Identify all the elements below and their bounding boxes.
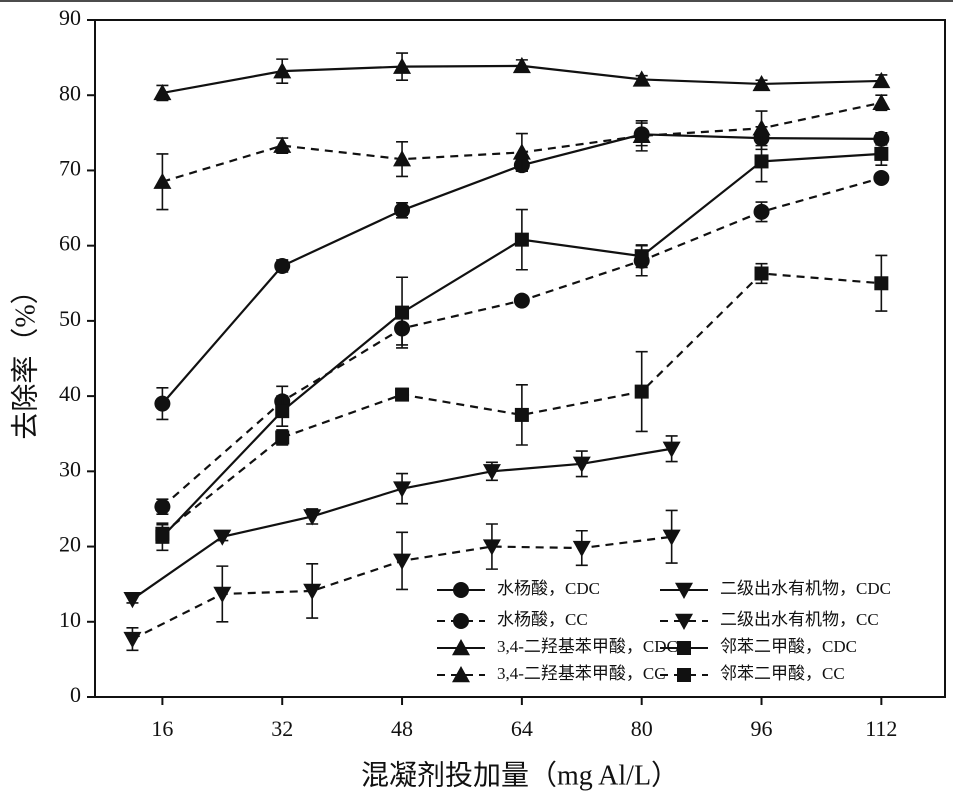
data-point [395,305,410,320]
data-point [513,292,530,309]
x-tick-label: 48 [391,716,413,741]
data-point [393,481,412,498]
data-point [123,631,142,649]
y-tick-label: 60 [59,231,81,256]
legend-marker [453,582,469,598]
x-tick-label: 64 [511,716,533,741]
data-point [874,146,889,161]
plot-frame [94,19,946,698]
data-point [275,430,290,445]
data-point [754,154,769,169]
data-point [873,169,890,186]
x-axis-title: 混凝剂投加量（mg Al/L） [361,759,679,791]
data-point [662,441,681,458]
data-point [482,539,501,556]
data-point [393,57,412,74]
y-tick-label: 20 [59,532,81,557]
legend-label: 3,4-二羟基苯甲酸，CC [497,664,666,683]
data-point [514,407,529,422]
data-point [393,553,412,570]
data-point [394,202,411,219]
data-point [154,395,171,412]
data-point [155,526,170,541]
legend-label: 邻苯二甲酸，CC [720,664,845,683]
data-point [303,583,322,600]
legend-label: 水杨酸，CC [497,610,588,629]
x-tick-label: 80 [631,716,653,741]
legend-marker [452,666,470,683]
data-point [512,143,531,160]
data-point [273,136,292,153]
legend-marker [675,613,693,630]
data-point [634,384,649,399]
legend-label: 水杨酸，CDC [497,579,600,598]
legend-label: 邻苯二甲酸，CDC [720,637,857,656]
data-point [395,387,410,402]
data-point [275,404,290,419]
data-point [274,257,291,274]
data-point [752,119,771,136]
data-point [153,83,172,101]
x-tick-label: 96 [751,716,773,741]
data-point [123,592,142,609]
x-tick-label: 112 [865,716,897,741]
x-tick-label: 32 [271,716,293,741]
y-tick-label: 80 [59,80,81,105]
data-point [872,93,891,110]
y-tick-label: 40 [59,381,81,406]
data-point [572,540,591,558]
data-point [514,232,529,247]
y-tick-label: 50 [59,306,81,331]
data-point [752,74,771,92]
data-point [273,62,292,79]
data-point [482,464,501,481]
data-point [153,172,172,189]
data-point [753,203,770,220]
data-point [754,266,769,281]
legend-marker [675,582,693,599]
legend-marker [453,613,469,629]
legend-label: 二级出水有机物，CDC [720,579,891,598]
legend-label: 二级出水有机物，CC [720,610,879,629]
data-point [632,126,651,144]
y-axis-title: 去除率（%） [9,276,41,439]
data-point [512,56,531,74]
y-tick-label: 0 [70,682,81,707]
y-tick-label: 70 [59,155,81,180]
y-tick-label: 30 [59,456,81,481]
data-point [632,70,651,87]
legend-marker [677,668,691,682]
data-point [303,509,322,526]
legend-marker [452,639,470,656]
legend-marker [677,641,691,655]
data-point [393,150,412,167]
data-point [874,276,889,291]
y-tick-label: 90 [59,5,81,30]
data-point [572,456,591,473]
data-point [213,529,232,546]
x-tick-label: 16 [151,716,173,741]
data-point [662,529,681,546]
data-point [634,249,649,264]
legend-label: 3,4-二羟基苯甲酸，CDC [497,637,678,656]
data-point [213,586,232,603]
data-point [154,498,171,515]
y-tick-label: 10 [59,607,81,632]
data-point [872,71,891,89]
